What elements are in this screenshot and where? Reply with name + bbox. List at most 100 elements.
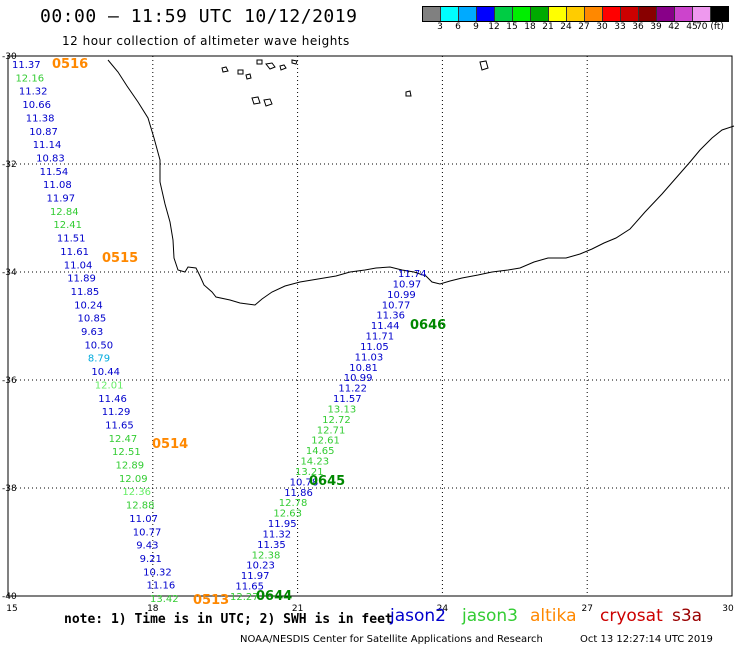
pass-time-t0644: 0644 (256, 589, 292, 604)
wave-height-value: 10.32 (143, 567, 172, 578)
wave-height-value: 12.63 (273, 509, 302, 520)
offshore-islands (221, 59, 489, 107)
color-swatch-13 (657, 7, 675, 21)
wave-height-value: 11.54 (40, 167, 69, 178)
color-scale-label-13: 42 (668, 22, 680, 32)
wave-height-value: 11.95 (268, 519, 297, 530)
wave-height-value: 10.99 (387, 290, 416, 301)
pass-time-t0645: 0645 (309, 474, 345, 489)
altimeter-track-east: 11.7410.9710.9910.7711.3611.4411.7111.05… (230, 269, 427, 603)
color-swatch-3 (477, 7, 495, 21)
wave-height-value: 11.04 (64, 260, 93, 271)
wave-height-value: 11.71 (365, 332, 394, 343)
map-title: 00:00 – 11:59 UTC 10/12/2019 (40, 6, 358, 27)
map-frame (7, 55, 733, 597)
map-subtitle: 12 hour collection of altimeter wave hei… (62, 34, 350, 48)
wave-height-value: 14.65 (306, 446, 335, 457)
wave-height-value: 10.83 (36, 153, 65, 164)
color-swatch-7 (549, 7, 567, 21)
color-swatch-11 (621, 7, 639, 21)
lon-tick-label: 27 (581, 604, 592, 614)
pass-time-t0516: 0516 (52, 57, 88, 72)
wave-height-value: 11.29 (102, 407, 131, 418)
wave-height-value: 13.13 (328, 404, 357, 415)
lon-tick-label: 30 (722, 604, 734, 614)
wave-height-value: 11.14 (33, 140, 62, 151)
wave-height-value: 11.37 (12, 60, 41, 71)
wave-height-value: 10.50 (84, 340, 113, 351)
color-swatch-16 (711, 7, 728, 21)
coastline (107, 59, 735, 306)
wave-height-value: 11.35 (257, 540, 286, 551)
lat-tick-label: -36 (2, 376, 17, 386)
color-scale-label-9: 30 (596, 22, 608, 32)
map-border (7, 55, 733, 597)
pass-time-labels: 0516 0515 0514 0513 0646 0645 0644 (52, 57, 446, 608)
wave-height-value: 12.36 (122, 487, 151, 498)
wave-height-value: 11.16 (147, 581, 176, 592)
legend-altika: altika (530, 606, 577, 626)
wave-height-value: 11.74 (398, 269, 427, 280)
wave-height-value: 12.89 (116, 461, 145, 472)
generated-timestamp: Oct 13 12:27:14 UTC 2019 (580, 634, 713, 645)
color-swatch-15 (693, 7, 711, 21)
wave-height-value: 12.41 (53, 220, 82, 231)
color-scale-label-4: 15 (506, 22, 518, 32)
altimeter-track-west: 11.37 12.16 11.32 10.66 11.38 10.87 11.14 10.83… (12, 60, 179, 605)
lon-tick-label: 21 (292, 604, 303, 614)
wave-height-value: 11.51 (57, 234, 86, 245)
wave-height-value: 12.88 (126, 501, 155, 512)
pass-time-t0515: 0515 (102, 251, 138, 266)
color-swatch-6 (531, 7, 549, 21)
wave-height-value: 12.72 (322, 415, 351, 426)
color-swatch-8 (567, 7, 585, 21)
color-scale-label-14: 45 (686, 22, 698, 32)
wave-height-value: 11.32 (263, 529, 292, 540)
wave-height-value: 10.81 (349, 363, 378, 374)
wave-height-value: 10.77 (382, 300, 411, 311)
wave-height-value: 12.84 (50, 207, 79, 218)
wave-height-value: 12.27 (230, 592, 259, 603)
wave-height-value: 11.44 (371, 321, 400, 332)
pass-time-t0514: 0514 (152, 437, 188, 452)
lat-tick-label: -34 (2, 268, 17, 278)
wave-height-value: 9.63 (81, 327, 103, 338)
wave-height-value: 11.07 (129, 514, 158, 525)
wave-height-value: 9.43 (136, 541, 158, 552)
wave-height-value: 10.44 (91, 367, 120, 378)
axis-labels: -30 -32 -34 -36 -38 -40 15 18 21 24 27 30 (2, 52, 734, 614)
lon-tick-label: 24 (437, 604, 449, 614)
wave-height-value: 12.71 (317, 425, 346, 436)
lon-tick-label: 15 (6, 604, 17, 614)
wave-height-value: 11.65 (105, 420, 134, 431)
color-scale-label-7: 24 (560, 22, 572, 32)
color-scale-label-8: 27 (578, 22, 590, 32)
wave-height-value: 10.87 (29, 127, 58, 138)
color-swatch-4 (495, 7, 513, 21)
wave-height-value: 11.89 (67, 274, 96, 285)
wave-height-value: 11.32 (19, 87, 48, 98)
wave-height-value: 12.51 (112, 447, 141, 458)
lat-tick-label: -30 (2, 52, 17, 62)
wave-height-value: 13.21 (295, 467, 324, 478)
wave-height-value: 11.61 (60, 247, 89, 258)
wave-height-value: 14.23 (300, 457, 329, 468)
wave-height-value: 10.77 (133, 527, 162, 538)
wave-height-value: 10.78 (290, 477, 319, 488)
wave-height-value: 12.16 (15, 73, 44, 84)
color-swatch-10 (603, 7, 621, 21)
color-scale-label-6: 21 (542, 22, 554, 32)
color-scale-label-12: 39 (650, 22, 662, 32)
color-swatch-0 (423, 7, 441, 21)
wave-height-value: 11.36 (376, 311, 405, 322)
wave-height-value: 11.03 (355, 352, 384, 363)
wave-height-value: 11.05 (360, 342, 389, 353)
color-scale-label-5: 18 (524, 22, 536, 32)
wave-height-value: 12.47 (109, 434, 138, 445)
pass-time-t0646: 0646 (410, 318, 446, 333)
color-scale-label-2: 9 (473, 22, 479, 32)
wave-height-value: 11.86 (284, 488, 313, 499)
wave-height-value: 11.65 (235, 582, 264, 593)
wave-height-value: 11.22 (338, 384, 367, 395)
